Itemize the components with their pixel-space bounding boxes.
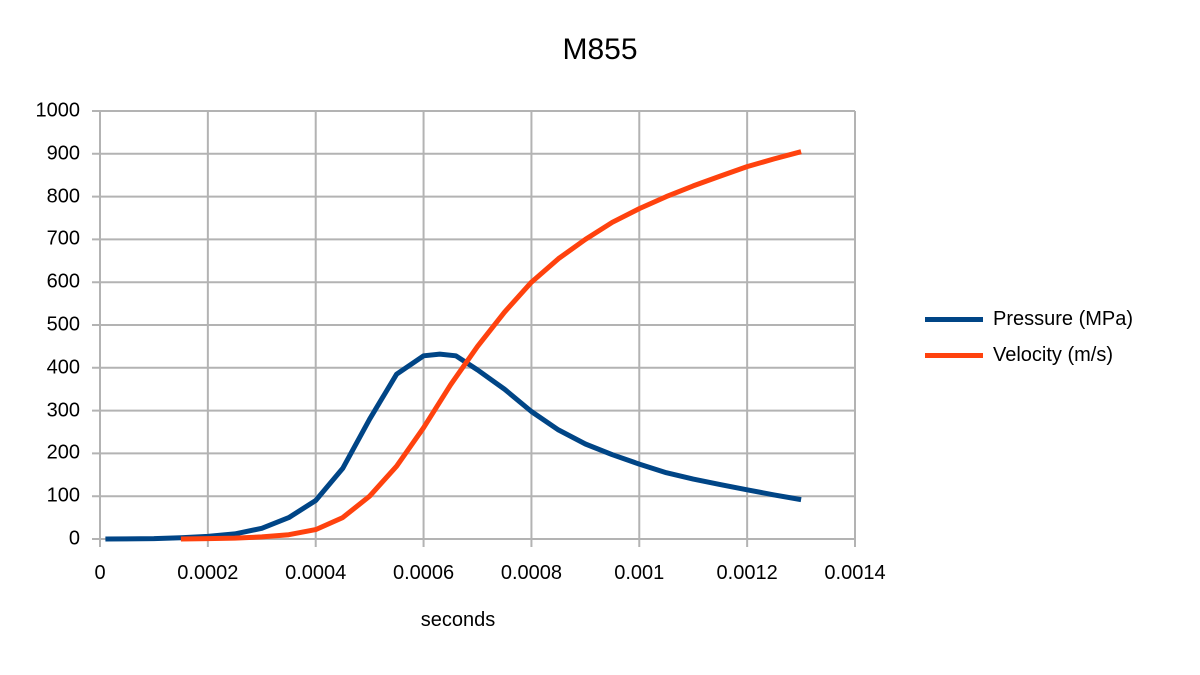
y-tick-label: 1000 bbox=[35, 99, 81, 122]
legend-label: Velocity (m/s) bbox=[993, 343, 1114, 366]
x-tick-label: 0.0004 bbox=[285, 562, 347, 584]
y-tick-label: 600 bbox=[46, 270, 80, 293]
x-tick-label: 0.0014 bbox=[824, 562, 886, 584]
legend-item-velocity: Velocity (m/s) bbox=[925, 343, 1113, 367]
y-tick-label: 800 bbox=[46, 185, 80, 208]
legend-line-icon bbox=[925, 316, 983, 322]
x-tick-label: 0.0012 bbox=[716, 562, 778, 584]
x-tick-label: 0 bbox=[94, 562, 106, 584]
y-tick-label: 200 bbox=[46, 441, 80, 464]
x-tick-label: 0.001 bbox=[614, 562, 665, 584]
y-tick-label: 700 bbox=[46, 227, 80, 250]
chart-title: M855 bbox=[562, 33, 638, 66]
x-tick-label: 0.0008 bbox=[500, 562, 563, 584]
x-tick-label: 0.0006 bbox=[392, 562, 455, 584]
x-tick-label: 0.0002 bbox=[177, 562, 239, 584]
legend-line-icon bbox=[925, 352, 983, 358]
y-tick-label: 300 bbox=[46, 399, 80, 422]
y-tick-label: 0 bbox=[68, 527, 80, 550]
series-line-1 bbox=[180, 149, 802, 542]
legend-item-pressure: Pressure (MPa) bbox=[925, 307, 1133, 331]
y-tick-label: 100 bbox=[46, 484, 80, 507]
legend-label: Pressure (MPa) bbox=[993, 307, 1134, 330]
gridlines bbox=[92, 110, 856, 547]
y-tick-label: 400 bbox=[46, 356, 80, 379]
data-series bbox=[105, 149, 802, 542]
y-tick-label: 500 bbox=[46, 313, 80, 336]
series-line-0 bbox=[105, 351, 802, 542]
y-tick-label: 900 bbox=[46, 142, 80, 165]
x-axis-label: seconds bbox=[420, 609, 496, 631]
